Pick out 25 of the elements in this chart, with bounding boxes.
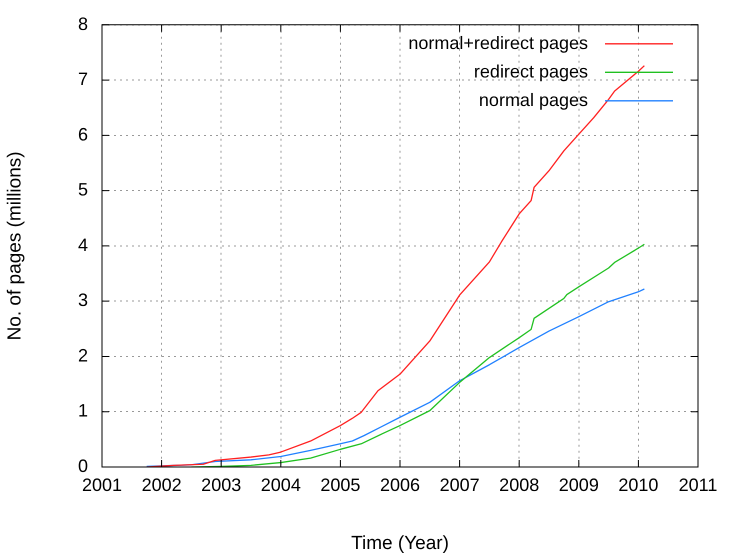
x-tick-label: 2003 [201,474,242,495]
legend-label: normal+redirect pages [408,32,588,53]
x-tick-label: 2008 [499,474,540,495]
y-tick-label: 1 [78,400,88,421]
x-tick-label: 2011 [678,474,718,495]
legend-label: normal pages [478,90,588,110]
legend-label: redirect pages [474,61,588,82]
x-axis-title: Time (Year) [351,532,449,554]
y-tick-label: 4 [78,234,88,255]
y-axis-title: No. of pages (millions) [4,151,26,340]
y-tick-label: 5 [78,180,88,200]
x-tick-label: 2009 [558,474,599,495]
y-tick-label: 2 [78,345,88,366]
x-tick-label: 2010 [618,474,658,495]
y-tick-label: 0 [78,456,88,476]
x-tick-label: 2007 [440,474,480,495]
x-tick-label: 2001 [82,474,122,495]
y-tick-label: 3 [78,290,88,310]
x-tick-label: 2002 [142,474,182,495]
x-tick-label: 2006 [380,474,420,495]
x-tick-label: 2005 [320,474,360,495]
y-tick-label: 8 [78,14,88,34]
x-tick-label: 2004 [260,474,301,495]
y-tick-label: 7 [78,69,88,90]
y-tick-label: 6 [78,124,88,144]
